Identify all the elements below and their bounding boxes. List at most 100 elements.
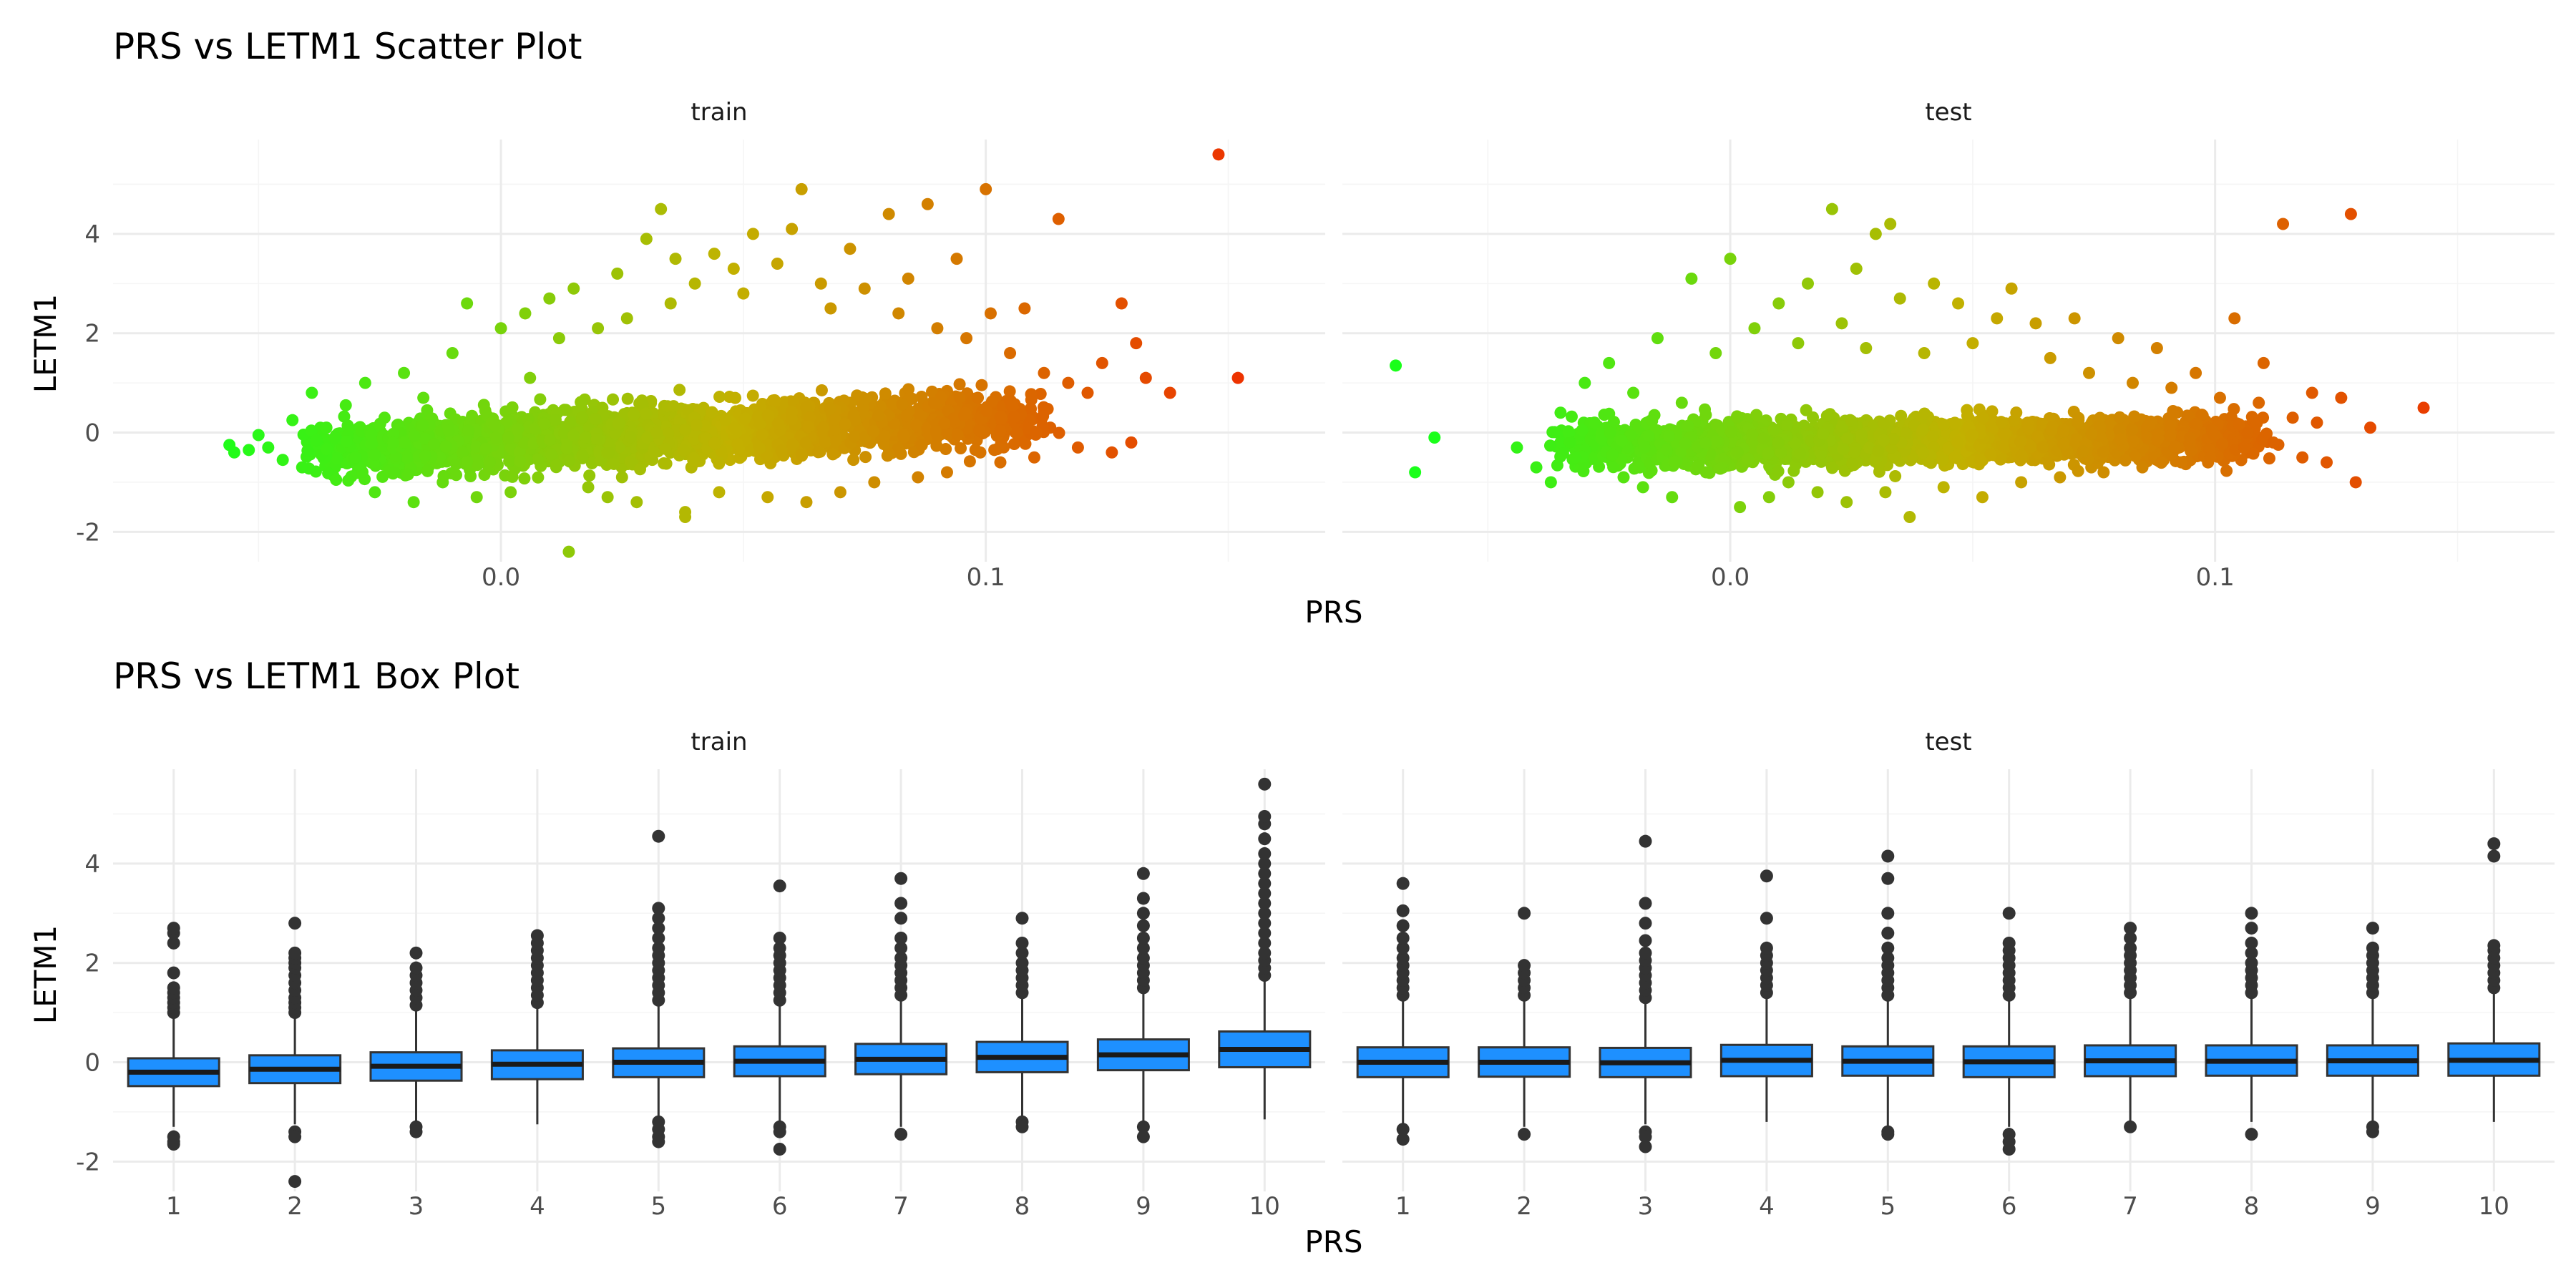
scatter-point <box>1106 446 1118 459</box>
scatter-point <box>972 391 985 404</box>
x-tick-label: 0.0 <box>482 563 520 592</box>
scatter-point <box>728 421 741 434</box>
scatter-point <box>826 448 839 461</box>
scatter-point <box>879 387 892 400</box>
scatter-point <box>655 203 668 215</box>
scatter-point <box>252 429 265 441</box>
scatter-point <box>552 332 565 345</box>
scatter-point <box>650 426 663 439</box>
scatter-point <box>1025 388 1038 401</box>
scatter-point <box>660 457 673 470</box>
scatter-point <box>358 376 371 389</box>
scatter-point <box>2228 403 2240 416</box>
scatter-point <box>892 307 905 320</box>
scatter-point <box>1139 371 1152 384</box>
scatter-point <box>679 423 692 436</box>
scatter-point <box>543 434 556 447</box>
scatter-point-cloud <box>1543 403 2285 482</box>
scatter-point <box>815 384 828 396</box>
scatter-point <box>342 474 355 487</box>
scatter-point <box>243 444 255 457</box>
scatter-point <box>940 466 953 479</box>
scatter-point <box>950 253 963 265</box>
scatter-point <box>601 491 614 504</box>
scatter-point <box>771 258 784 270</box>
scatter-point <box>958 409 971 422</box>
scatter-point <box>928 397 941 410</box>
scatter-point <box>858 282 871 295</box>
scatter-point <box>1750 409 1763 421</box>
scatter-point <box>1053 426 1065 439</box>
scatter-point <box>1598 409 1611 421</box>
scatter-point <box>620 312 633 325</box>
scatter-point <box>824 302 837 315</box>
scatter-point <box>2128 410 2141 423</box>
scatter-point <box>518 472 531 485</box>
scatter-point <box>761 491 774 504</box>
scatter-point <box>930 424 942 437</box>
scatter-point <box>737 287 750 300</box>
scatter-strip-train: train <box>691 98 747 127</box>
scatter-point <box>786 438 799 451</box>
scatter-point <box>1028 451 1040 464</box>
scatter-plot-title: PRS vs LETM1 Scatter Plot <box>113 26 582 67</box>
scatter-point <box>1004 346 1017 359</box>
scatter-point <box>772 417 785 430</box>
scatter-point <box>679 511 692 524</box>
scatter-point <box>519 307 532 320</box>
scatter-point <box>882 208 895 220</box>
scatter-point <box>1034 387 1047 400</box>
scatter-point <box>746 389 759 402</box>
scatter-point <box>708 248 721 260</box>
scatter-point <box>814 277 827 290</box>
scatter-point <box>504 486 517 499</box>
scatter-point <box>301 444 314 457</box>
scatter-point <box>461 297 474 310</box>
scatter-point <box>775 444 788 457</box>
scatter-point <box>1081 386 1094 399</box>
scatter-point <box>490 431 503 444</box>
scatter-x-axis-title: PRS <box>1304 595 1362 630</box>
scatter-point <box>673 384 686 396</box>
scatter-point <box>369 448 381 461</box>
scatter-point <box>727 262 740 275</box>
scatter-point <box>532 453 545 466</box>
scatter-point <box>349 451 362 464</box>
scatter-point <box>296 461 308 474</box>
scatter-point <box>543 292 556 305</box>
scatter-point <box>753 441 766 454</box>
scatter-point <box>1071 441 1084 454</box>
scatter-point <box>575 396 587 409</box>
scatter-point <box>713 391 726 404</box>
scatter-point <box>549 414 562 426</box>
scatter-point <box>859 392 872 405</box>
scatter-point <box>488 419 501 431</box>
scatter-point <box>1889 469 1902 482</box>
scatter-point <box>388 466 401 479</box>
scatter-point <box>960 332 973 345</box>
scatter-point <box>975 379 988 391</box>
scatter-point <box>677 444 690 457</box>
scatter-point <box>667 400 680 413</box>
scatter-point <box>690 419 703 431</box>
scatter-point <box>532 471 545 484</box>
scatter-point <box>567 429 580 442</box>
scatter-point <box>669 253 682 265</box>
scatter-point <box>562 545 575 558</box>
scatter-point <box>881 449 894 462</box>
scatter-point <box>592 322 605 335</box>
scatter-point <box>550 459 563 472</box>
scatter-point <box>719 414 732 426</box>
scatter-point <box>328 431 341 444</box>
scatter-point <box>286 414 299 426</box>
scatter-point <box>524 371 537 384</box>
scatter-point <box>506 401 519 414</box>
scatter-point <box>461 456 474 469</box>
scatter-point <box>731 437 744 450</box>
scatter-point <box>1130 337 1143 350</box>
scatter-point <box>1008 438 1020 451</box>
scatter-point <box>664 297 677 310</box>
scatter-point <box>450 458 463 471</box>
